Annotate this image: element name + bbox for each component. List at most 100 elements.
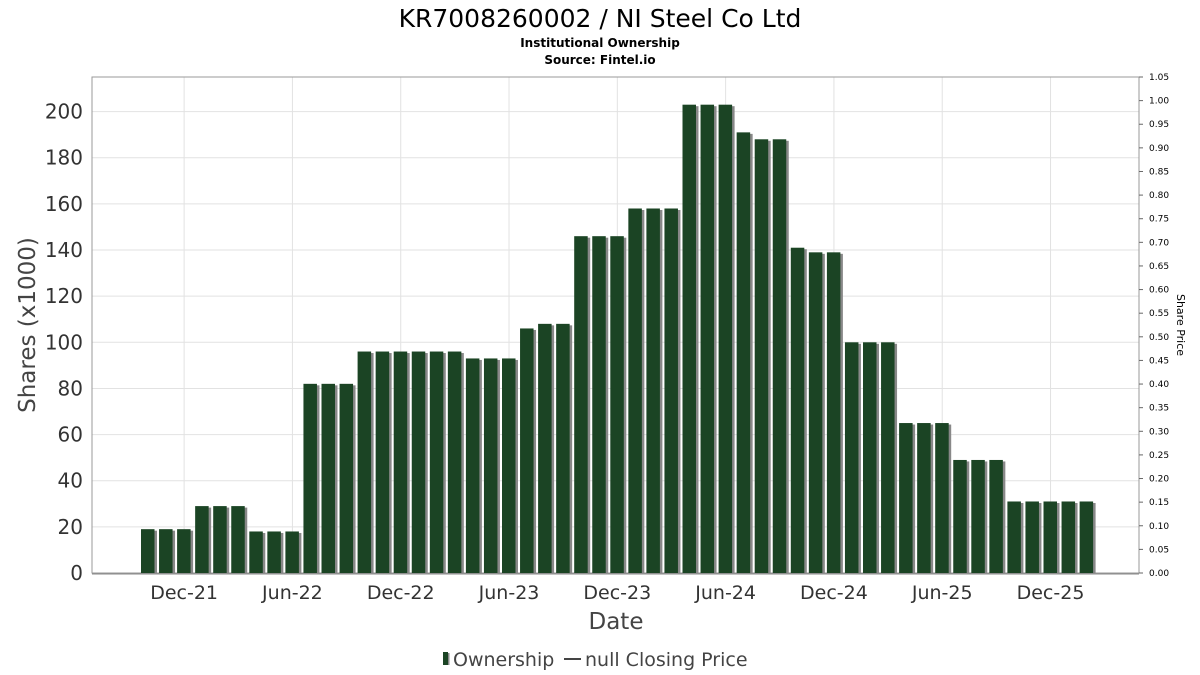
- ownership-bar: [141, 529, 155, 573]
- y2-tick-label: 0.30: [1149, 427, 1169, 437]
- y2-tick-label: 0.20: [1149, 475, 1169, 485]
- ownership-bar: [790, 247, 805, 573]
- x-tick-label: Dec-22: [367, 582, 435, 604]
- ownership-bar: [429, 351, 444, 573]
- ownership-bar: [935, 423, 949, 573]
- legend-closing-price-label: null Closing Price: [585, 649, 748, 671]
- y-tick-label: 140: [45, 238, 83, 262]
- x-tick-label: Dec-23: [583, 582, 651, 604]
- y2-tick-label: 0.10: [1149, 522, 1169, 532]
- ownership-bar: [863, 342, 877, 573]
- y2-tick-label: 0.15: [1149, 498, 1169, 508]
- y-tick-label: 20: [58, 515, 83, 539]
- ownership-bar: [1079, 501, 1094, 573]
- y2-tick-label: 0.50: [1149, 333, 1169, 343]
- ownership-bar: [267, 531, 281, 573]
- y-tick-label: 80: [58, 376, 83, 400]
- y-tick-label: 180: [45, 146, 83, 170]
- ownership-bar: [1043, 501, 1057, 573]
- ownership-bar: [159, 529, 173, 573]
- ownership-bar: [1007, 501, 1021, 573]
- y-axis-label: Shares (x1000): [15, 237, 41, 413]
- chart-source: Source: Fintel.io: [544, 53, 655, 67]
- y2-tick-label: 0.60: [1149, 286, 1169, 296]
- y-tick-label: 200: [45, 100, 83, 124]
- y-tick-label: 100: [45, 330, 83, 354]
- x-tick-label: Jun-24: [694, 582, 756, 604]
- ownership-bar: [1061, 501, 1076, 573]
- ownership-bar: [718, 104, 733, 574]
- ownership-bar: [483, 358, 498, 573]
- x-tick-label: Dec-24: [800, 582, 868, 604]
- chart-subtitle: Institutional Ownership: [520, 36, 680, 50]
- y2-tick-label: 0.00: [1149, 569, 1169, 579]
- y-tick-label: 60: [58, 423, 83, 447]
- x-tick-label: Jun-22: [261, 582, 323, 604]
- ownership-bar: [826, 252, 841, 573]
- x-axis-label: Date: [589, 609, 644, 635]
- ownership-bar: [303, 383, 317, 573]
- y2-tick-label: 1.05: [1149, 73, 1169, 83]
- y2-tick-label: 0.85: [1149, 167, 1169, 177]
- y2-tick-label: 0.55: [1149, 309, 1169, 319]
- ownership-bar: [321, 383, 335, 573]
- ownership-bar: [772, 139, 787, 573]
- ownership-bar: [899, 423, 913, 573]
- ownership-bar: [700, 104, 715, 574]
- y-tick-label: 120: [45, 284, 83, 308]
- y-tick-label: 40: [58, 469, 83, 493]
- legend-ownership-label: Ownership: [453, 649, 554, 671]
- y2-tick-label: 0.05: [1149, 545, 1169, 555]
- ownership-bar: [881, 342, 895, 573]
- ownership-bar: [844, 342, 859, 573]
- ownership-bar: [177, 529, 191, 573]
- y2-tick-label: 0.75: [1149, 215, 1169, 225]
- ownership-bar: [447, 351, 462, 573]
- y2-axis-label: Share Price: [1174, 294, 1187, 356]
- ownership-bar: [339, 383, 354, 573]
- legend-ownership-swatch: [443, 652, 448, 665]
- ownership-bar: [285, 531, 299, 573]
- ownership-bar: [610, 236, 624, 573]
- y2-tick-label: 1.00: [1149, 97, 1169, 107]
- ownership-bar: [375, 351, 390, 573]
- y-tick-label: 0: [70, 561, 83, 585]
- ownership-bar: [953, 459, 967, 573]
- ownership-bar: [646, 208, 660, 573]
- ownership-bar: [411, 351, 426, 573]
- ownership-bar: [592, 236, 606, 573]
- y2-tick-label: 0.90: [1149, 144, 1169, 154]
- x-tick-label: Jun-25: [911, 582, 973, 604]
- ownership-bar: [249, 531, 263, 573]
- y2-tick-label: 0.80: [1149, 191, 1169, 201]
- chart-title: KR7008260002 / NI Steel Co Ltd: [399, 4, 802, 33]
- ownership-bar: [502, 358, 516, 573]
- ownership-bar: [465, 358, 480, 573]
- ownership-bar: [917, 423, 931, 573]
- legend: Ownership null Closing Price: [443, 649, 748, 671]
- ownership-bar: [682, 104, 696, 574]
- y-tick-label: 160: [45, 192, 83, 216]
- ownership-bar: [520, 328, 534, 573]
- ownership-bar: [664, 208, 678, 573]
- ownership-bar: [393, 351, 408, 573]
- y2-tick-label: 0.95: [1149, 120, 1169, 130]
- ownership-bar: [357, 351, 372, 573]
- y2-tick-label: 0.40: [1149, 380, 1169, 390]
- x-tick-label: Dec-21: [150, 582, 218, 604]
- axes: 0 20 40 60 80 100 120 140 160 180 200 0.00 0.05 0.10 0…: [45, 73, 1170, 604]
- ownership-bar: [971, 459, 985, 573]
- ownership-bar: [989, 459, 1003, 573]
- ownership-bars: [141, 104, 1096, 574]
- y2-tick-label: 0.70: [1149, 238, 1169, 248]
- ownership-bar: [195, 506, 209, 573]
- ownership-bar: [574, 236, 588, 573]
- ownership-bar: [231, 506, 245, 573]
- ownership-bar: [628, 208, 642, 573]
- ownership-bar: [808, 252, 823, 573]
- x-tick-label: Dec-25: [1017, 582, 1085, 604]
- y2-tick-label: 0.65: [1149, 262, 1169, 272]
- ownership-bar: [538, 323, 552, 573]
- legend-ownership-swatch-shadow: [448, 653, 450, 665]
